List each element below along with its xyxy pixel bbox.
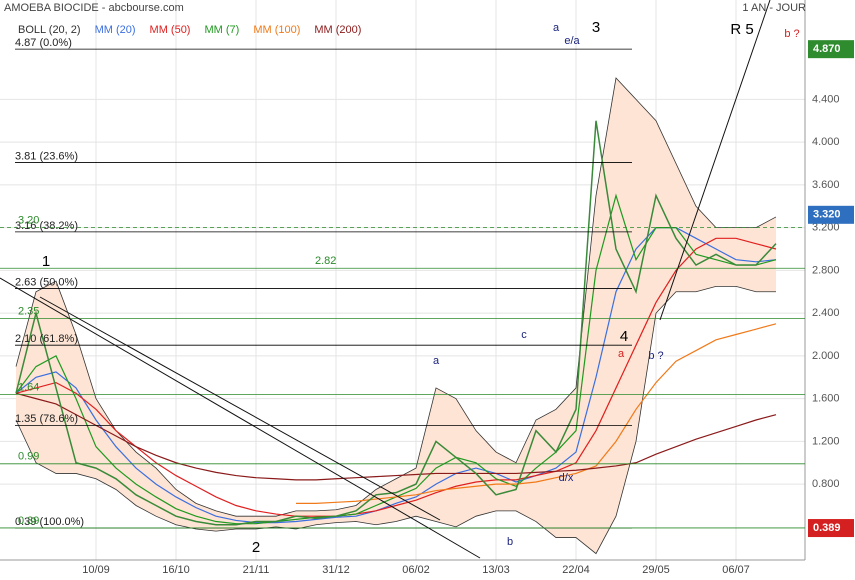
y-tick-label: 0.800: [812, 478, 840, 490]
y-tick-label: 2.000: [812, 350, 840, 362]
x-tick-label: 31/12: [322, 564, 350, 576]
price-line: [15, 120, 777, 526]
support-label: 0.39: [18, 515, 39, 527]
price-badge-label: 0.389: [813, 522, 841, 534]
y-tick-label: 3.200: [812, 222, 840, 234]
support-label: 0.99: [18, 451, 39, 463]
bollinger-upper: [15, 77, 777, 517]
annotation: a: [553, 22, 560, 34]
annotation: 4: [620, 328, 628, 345]
fibonacci-label: 2.10 (61.8%): [15, 333, 78, 345]
annotation: d/x: [559, 472, 574, 484]
legend-entry: MM (20): [95, 24, 136, 36]
y-tick-label: 2.800: [812, 264, 840, 276]
support-label: 1.64: [18, 381, 39, 393]
trend-line: [39, 296, 441, 521]
plot: 4.87 (0.0%) 3.81 (23.6%) 3.16 (38.2%) 2.63 …: [0, 0, 806, 561]
annotation: 2: [252, 539, 260, 556]
legend-entry: MM (50): [150, 24, 191, 36]
moving-average: [296, 323, 777, 504]
y-tick-label: 1.600: [812, 393, 840, 405]
bollinger-fill: [16, 78, 776, 554]
y-tick-label: 3.600: [812, 179, 840, 191]
fibonacci-label: 3.16 (38.2%): [15, 220, 78, 232]
price-badge-label: 3.320: [813, 209, 841, 221]
fibonacci-label: 1.35 (78.6%): [15, 413, 78, 425]
x-tick-label: 06/02: [402, 564, 430, 576]
annotation: c: [521, 329, 527, 341]
moving-average: [15, 227, 777, 524]
trend-line: [0, 277, 481, 559]
x-tick-label: 22/04: [562, 564, 590, 576]
annotation: b ?: [648, 350, 663, 362]
chart-title: AMOEBA BIOCIDE - abcbourse.com: [4, 2, 184, 14]
x-tick-label: 29/05: [642, 564, 670, 576]
support-label: 3.20: [18, 215, 39, 227]
y-tick-label: 1.200: [812, 435, 840, 447]
moving-average: [15, 392, 777, 481]
annotation: b: [507, 536, 513, 548]
y-tick-label: 4.400: [812, 93, 840, 105]
legend-entry: BOLL (20, 2): [18, 24, 81, 36]
support-label: 2.35: [18, 305, 39, 317]
fibonacci-label: 4.87 (0.0%): [15, 37, 72, 49]
fibonacci-label: 0.39 (100.0%): [15, 516, 84, 528]
price-badge: [808, 40, 854, 59]
price-badge: [808, 205, 854, 224]
annotation: b ?: [784, 28, 799, 40]
annotation: 1: [42, 253, 50, 270]
x-tick-label: 21/11: [243, 564, 270, 576]
price-badge: [808, 519, 854, 538]
annotation: R 5: [730, 21, 753, 38]
x-tick-label: 16/10: [162, 564, 190, 576]
bollinger-lower: [15, 286, 776, 555]
support-label: 2.82: [315, 255, 336, 267]
legend-entry: MM (200): [314, 24, 361, 36]
annotation: e/a: [564, 35, 580, 47]
fibonacci-label: 3.81 (23.6%): [15, 150, 78, 162]
y-tick-label: 4.000: [812, 136, 840, 148]
y-tick-label: 2.400: [812, 307, 840, 319]
moving-average: [15, 237, 777, 517]
x-tick-label: 06/07: [722, 564, 750, 576]
trend-line: [659, 0, 771, 321]
x-tick-label: 13/03: [482, 564, 510, 576]
price-badge-label: 4.870: [813, 43, 841, 55]
period: 1 AN - JOUR: [742, 2, 806, 14]
legend-entry: MM (7): [204, 24, 239, 36]
legend: BOLL (20, 2) MM (20) MM (50) MM (7) MM (100)…: [18, 24, 361, 36]
annotation: 3: [592, 19, 600, 36]
legend-entry: MM (100): [253, 24, 300, 36]
annotation: a: [618, 348, 625, 360]
x-tick-label: 10/09: [82, 564, 110, 576]
fibonacci-label: 2.63 (50.0%): [15, 276, 78, 288]
annotation: a: [433, 355, 440, 367]
